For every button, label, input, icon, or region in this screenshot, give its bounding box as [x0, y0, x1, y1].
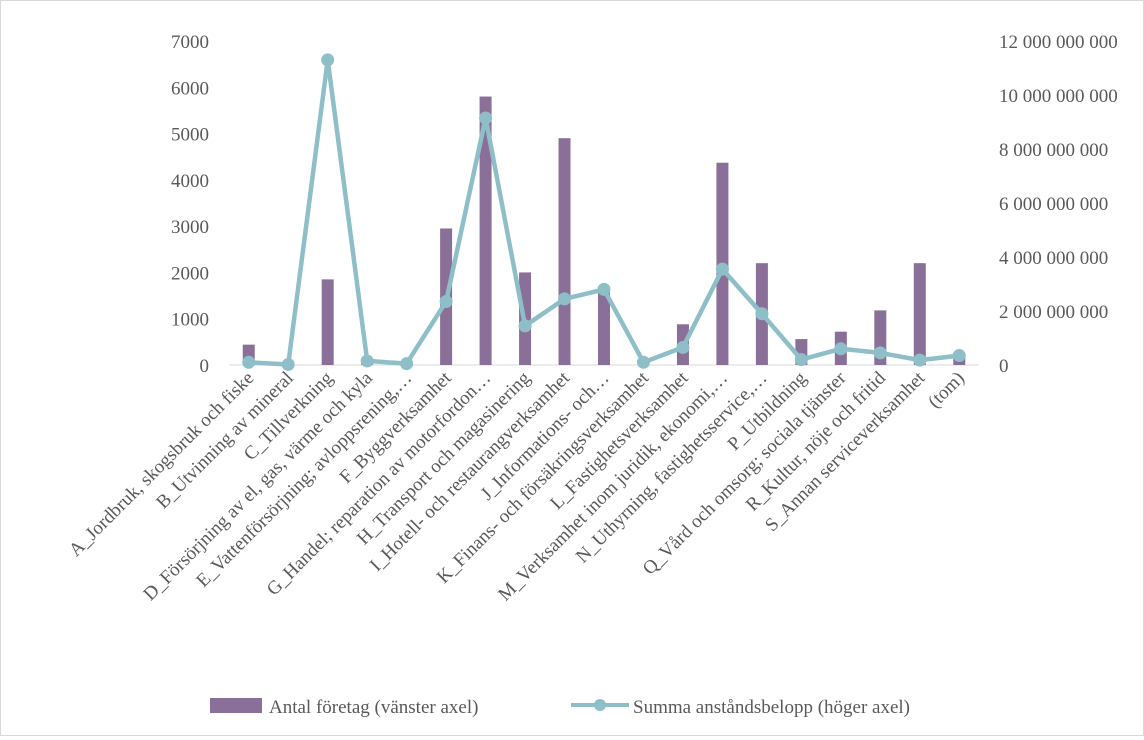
line-point	[953, 349, 966, 362]
legend-bar-label: Antal företag (vänster axel)	[269, 697, 478, 718]
left-axis-tick-label: 7000	[171, 32, 209, 53]
category-label: A_Jordbruk, skogsbruk och fiske	[65, 368, 258, 561]
line-point	[637, 356, 650, 369]
line-point	[479, 111, 492, 124]
line-point	[874, 346, 887, 359]
bar	[598, 291, 610, 365]
legend-line-label: Summa anståndsbelopp (höger axel)	[633, 697, 910, 718]
line-point	[598, 283, 611, 296]
legend: Antal företag (vänster axel) Summa anstå…	[210, 697, 910, 718]
left-axis-tick-label: 0	[200, 356, 210, 377]
right-axis-tick-label: 0	[999, 356, 1009, 377]
line-point	[834, 342, 847, 355]
line-point	[440, 295, 453, 308]
bar	[914, 263, 926, 365]
line-point	[795, 353, 808, 366]
left-axis-tick-label: 6000	[171, 78, 209, 99]
line-point	[242, 356, 255, 369]
right-axis-tick-label: 2 000 000 000	[999, 302, 1108, 323]
line-point	[716, 263, 729, 276]
line-point	[913, 354, 926, 367]
left-axis-tick-label: 4000	[171, 171, 209, 192]
left-axis-tick-label: 5000	[171, 125, 209, 146]
legend-line-marker	[594, 699, 606, 711]
right-axis-tick-label: 10 000 000 000	[999, 86, 1118, 107]
left-axis-tick-label: 3000	[171, 217, 209, 238]
right-axis-tick-label: 6 000 000 000	[999, 194, 1108, 215]
bar	[559, 138, 571, 365]
left-axis-tick-label: 1000	[171, 310, 209, 331]
bar	[322, 279, 334, 365]
line-point	[321, 53, 334, 66]
right-axis-tick-label: 12 000 000 000	[999, 32, 1118, 53]
right-axis-tick-label: 8 000 000 000	[999, 140, 1108, 161]
left-axis: 0 1000 2000 3000 4000 5000 6000 7000	[171, 32, 209, 377]
right-axis: 0 2 000 000 000 4 000 000 000 6 000 000 000…	[999, 32, 1118, 377]
line-point	[361, 354, 374, 367]
line-point	[558, 292, 571, 305]
left-axis-tick-label: 2000	[171, 263, 209, 284]
line-point	[676, 341, 689, 354]
legend-bar-swatch	[210, 698, 262, 713]
category-label: (tom)	[924, 368, 969, 413]
line-point	[400, 357, 413, 370]
category-axis-labels: A_Jordbruk, skogsbruk och fiskeB_Utvinni…	[65, 367, 969, 605]
line-point	[755, 307, 768, 320]
line-point	[519, 319, 532, 332]
right-axis-tick-label: 4 000 000 000	[999, 248, 1108, 269]
